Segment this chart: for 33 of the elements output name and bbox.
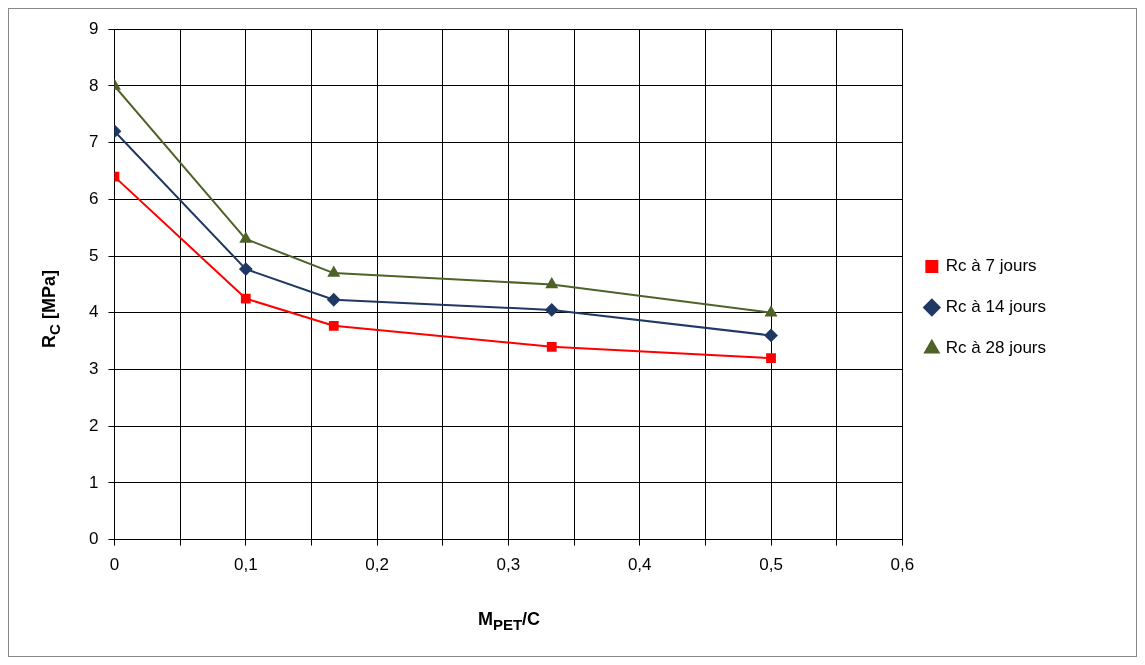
y-tick-label: 1 bbox=[88, 472, 99, 492]
legend-label: Rc à 14 jours bbox=[945, 297, 1047, 317]
x-tick-label: 0,3 bbox=[496, 555, 521, 575]
x-tick-label: 0,1 bbox=[233, 555, 258, 575]
point bbox=[327, 293, 341, 307]
point bbox=[765, 306, 777, 317]
y-tick-label: 0 bbox=[88, 529, 99, 549]
point bbox=[240, 232, 252, 243]
point bbox=[545, 277, 558, 289]
point bbox=[545, 303, 559, 317]
y-tick-label: 2 bbox=[88, 415, 99, 435]
x-tick-label: 0,5 bbox=[759, 555, 783, 575]
point bbox=[764, 328, 778, 342]
y-tick-label: 6 bbox=[88, 189, 99, 209]
legend-label: Rc à 7 jours bbox=[945, 256, 1037, 276]
x-tick-label: 0,2 bbox=[365, 555, 389, 575]
point bbox=[240, 293, 251, 304]
point bbox=[766, 353, 776, 364]
x-tick-label: 0 bbox=[109, 555, 120, 575]
y-tick-label: 7 bbox=[88, 132, 99, 152]
y-tick-label: 4 bbox=[88, 302, 99, 322]
point bbox=[327, 266, 340, 277]
point bbox=[239, 262, 253, 276]
x-tick-label: 0,6 bbox=[890, 555, 915, 575]
legend-label: Rc à 28 jours bbox=[945, 338, 1047, 358]
y-tick-label: 5 bbox=[88, 245, 99, 265]
y-tick-label: 9 bbox=[88, 18, 99, 38]
point bbox=[328, 320, 339, 331]
y-tick-label: 3 bbox=[88, 359, 99, 379]
x-axis-title: M$_{PET}$/C bbox=[477, 609, 541, 633]
y-tick-label: 8 bbox=[88, 75, 99, 95]
point bbox=[546, 341, 557, 352]
x-tick-label: 0,4 bbox=[627, 555, 652, 575]
